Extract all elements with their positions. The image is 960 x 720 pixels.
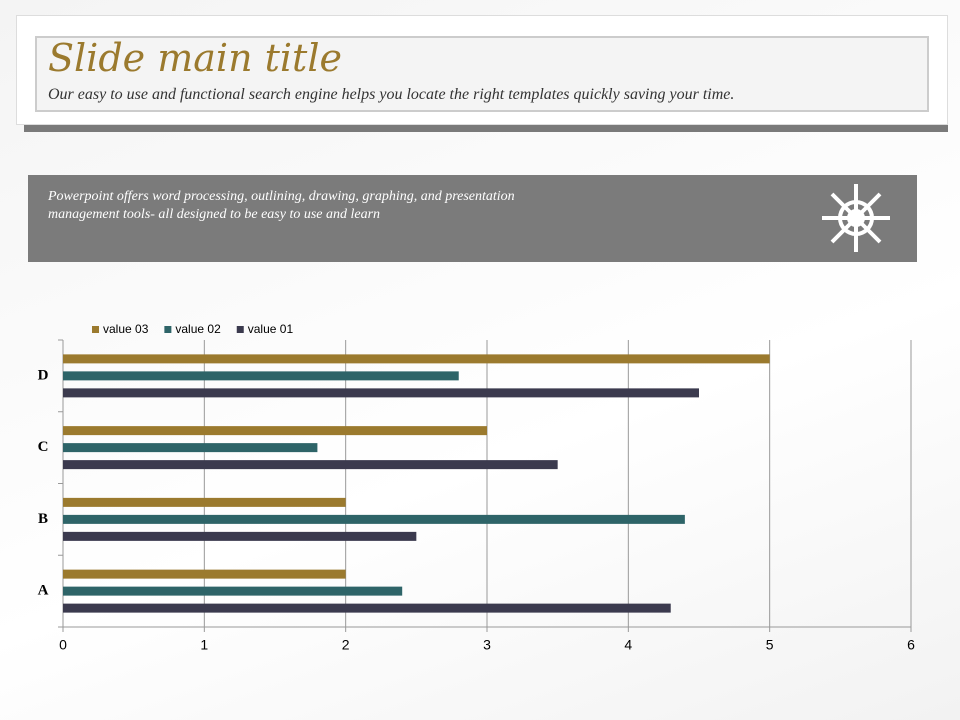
x-tick-label: 5 (766, 637, 774, 653)
bar (63, 426, 487, 436)
slide-title: Slide main title (48, 36, 342, 80)
header-inner (35, 36, 929, 112)
x-tick-label: 0 (59, 637, 67, 653)
header-box (16, 15, 948, 125)
legend-swatch (164, 326, 172, 333)
x-tick-label: 2 (342, 637, 350, 653)
legend-label: value 03 (103, 322, 149, 336)
legend-swatch (236, 326, 244, 333)
bar (63, 586, 403, 596)
bar (63, 354, 770, 364)
x-tick-label: 1 (200, 637, 208, 653)
legend-label: value 02 (175, 322, 221, 336)
x-tick-label: 4 (624, 637, 632, 653)
slide-subtitle: Our easy to use and functional search en… (48, 86, 735, 103)
y-tick-label: C (38, 439, 49, 455)
bar (63, 603, 671, 613)
y-tick-label: B (38, 511, 48, 527)
x-tick-label: 3 (483, 637, 491, 653)
bar (63, 443, 318, 453)
y-tick-label: A (38, 583, 49, 599)
y-tick-label: D (38, 367, 49, 383)
banner: Powerpoint offers word processing, outli… (28, 175, 917, 262)
bar (63, 514, 685, 524)
bar (63, 497, 346, 507)
wheel-icon (822, 184, 890, 252)
x-tick-label: 6 (907, 637, 915, 653)
legend-swatch (92, 326, 99, 333)
legend-label: value 01 (248, 322, 294, 336)
bar (63, 460, 558, 470)
bar (63, 531, 417, 541)
banner-text: Powerpoint offers word processing, outli… (48, 189, 515, 222)
bar (63, 388, 699, 398)
bar (63, 569, 346, 579)
bar (63, 371, 459, 381)
